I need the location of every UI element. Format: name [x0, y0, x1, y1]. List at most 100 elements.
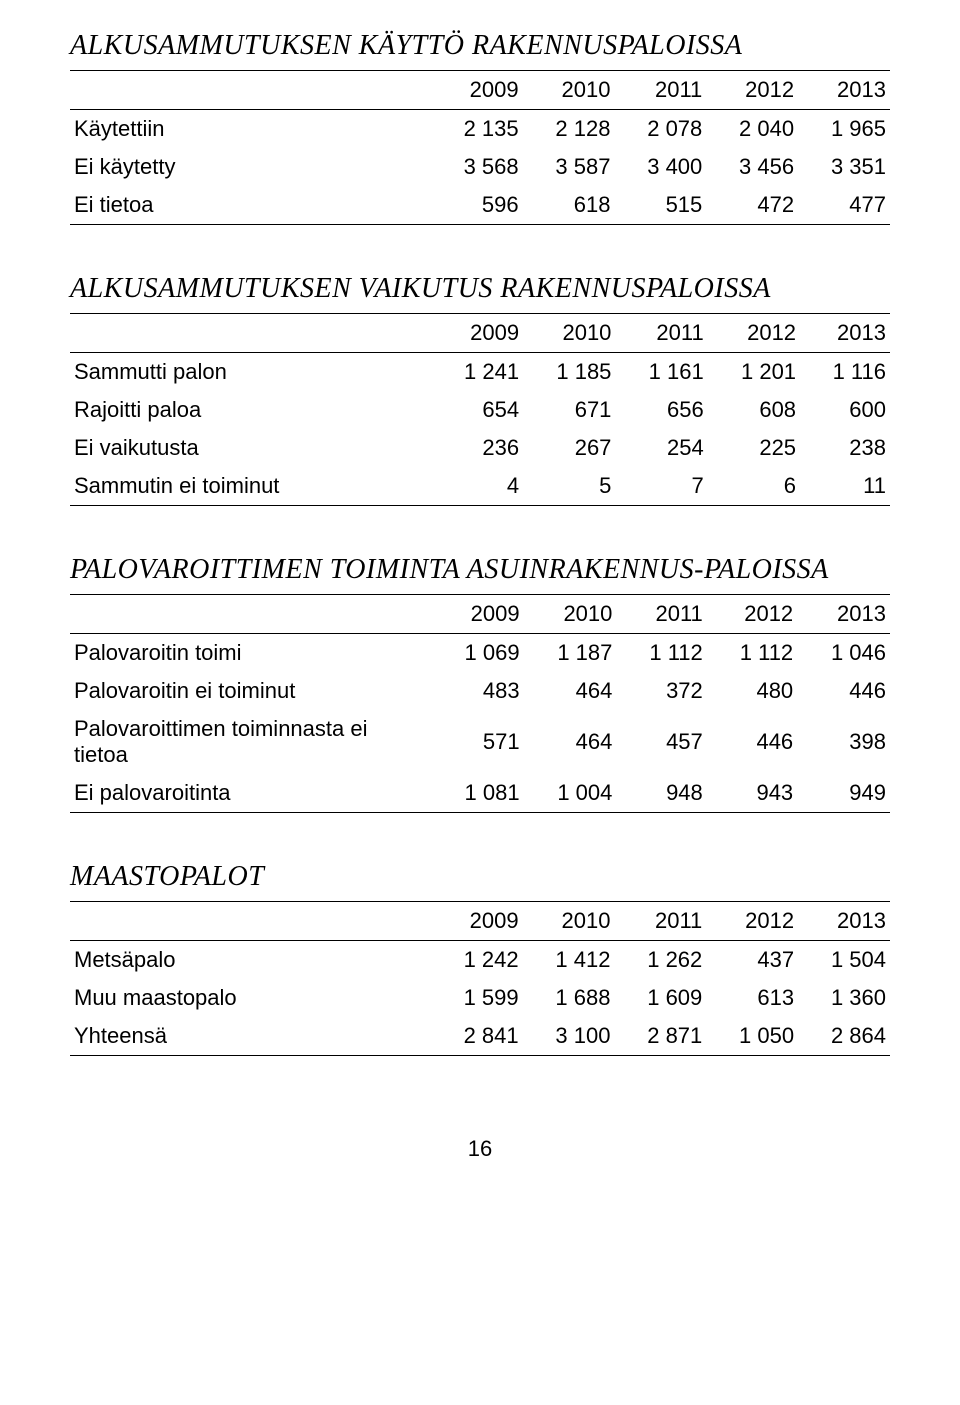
cell-value: 7 [615, 467, 707, 506]
section-heading: ALKUSAMMUTUKSEN KÄYTTÖ RAKENNUSPALOISSA [70, 30, 890, 62]
cell-value: 236 [431, 429, 523, 467]
cell-value: 2 040 [706, 110, 798, 149]
column-header: 2013 [800, 314, 890, 353]
cell-value: 1 241 [431, 353, 523, 392]
cell-value: 1 185 [523, 353, 615, 392]
cell-value: 948 [616, 774, 706, 813]
column-header: 2013 [797, 595, 890, 634]
column-header [70, 71, 431, 110]
page-number: 16 [70, 1136, 890, 1162]
cell-value: 1 262 [614, 941, 706, 980]
cell-value: 1 112 [616, 634, 706, 673]
cell-value: 515 [614, 186, 706, 225]
data-table: 20092010201120122013Sammutti palon1 2411… [70, 313, 890, 506]
cell-value: 11 [800, 467, 890, 506]
table-row: Muu maastopalo1 5991 6881 6096131 360 [70, 979, 890, 1017]
row-label: Rajoitti paloa [70, 391, 431, 429]
cell-value: 457 [616, 710, 706, 774]
page-content: ALKUSAMMUTUKSEN KÄYTTÖ RAKENNUSPALOISSA 2… [70, 30, 890, 1056]
table-row: Ei käytetty3 5683 5873 4003 4563 351 [70, 148, 890, 186]
column-header: 2009 [431, 902, 523, 941]
cell-value: 6 [708, 467, 800, 506]
cell-value: 656 [615, 391, 707, 429]
row-label: Sammutin ei toiminut [70, 467, 431, 506]
column-header [70, 902, 431, 941]
column-header: 2013 [798, 71, 890, 110]
section-heading: MAASTOPALOT [70, 861, 890, 893]
cell-value: 571 [431, 710, 524, 774]
table-row: Palovaroitin ei toiminut483464372480446 [70, 672, 890, 710]
column-header: 2010 [524, 595, 617, 634]
column-header: 2012 [706, 902, 798, 941]
column-header: 2011 [614, 71, 706, 110]
cell-value: 671 [523, 391, 615, 429]
table-row: Sammutti palon1 2411 1851 1611 2011 116 [70, 353, 890, 392]
column-header: 2012 [707, 595, 797, 634]
cell-value: 1 046 [797, 634, 890, 673]
cell-value: 3 351 [798, 148, 890, 186]
column-header: 2010 [523, 902, 615, 941]
cell-value: 1 360 [798, 979, 890, 1017]
column-header: 2013 [798, 902, 890, 941]
row-label: Ei tietoa [70, 186, 431, 225]
column-header: 2010 [523, 71, 615, 110]
column-header: 2011 [616, 595, 706, 634]
cell-value: 480 [707, 672, 797, 710]
cell-value: 1 242 [431, 941, 523, 980]
table-row: Palovaroittimen toiminnasta ei tietoa571… [70, 710, 890, 774]
row-label: Muu maastopalo [70, 979, 431, 1017]
cell-value: 483 [431, 672, 524, 710]
row-label: Ei palovaroitinta [70, 774, 431, 813]
cell-value: 464 [524, 710, 617, 774]
row-label: Metsäpalo [70, 941, 431, 980]
cell-value: 943 [707, 774, 797, 813]
cell-value: 2 135 [431, 110, 523, 149]
cell-value: 3 587 [523, 148, 615, 186]
cell-value: 372 [616, 672, 706, 710]
cell-value: 1 161 [615, 353, 707, 392]
cell-value: 596 [431, 186, 523, 225]
cell-value: 1 112 [707, 634, 797, 673]
table-row: Ei palovaroitinta1 0811 004948943949 [70, 774, 890, 813]
column-header: 2011 [614, 902, 706, 941]
column-header: 2010 [523, 314, 615, 353]
cell-value: 3 568 [431, 148, 523, 186]
cell-value: 1 004 [524, 774, 617, 813]
cell-value: 1 201 [708, 353, 800, 392]
row-label: Palovaroitin toimi [70, 634, 431, 673]
table-row: Yhteensä2 8413 1002 8711 0502 864 [70, 1017, 890, 1056]
cell-value: 2 864 [798, 1017, 890, 1056]
cell-value: 464 [524, 672, 617, 710]
cell-value: 949 [797, 774, 890, 813]
cell-value: 398 [797, 710, 890, 774]
section: PALOVAROITTIMEN TOIMINTA ASUINRAKENNUS-P… [70, 554, 890, 813]
data-table: 20092010201120122013Palovaroitin toimi1 … [70, 594, 890, 813]
cell-value: 472 [706, 186, 798, 225]
cell-value: 446 [797, 672, 890, 710]
row-label: Palovaroittimen toiminnasta ei tietoa [70, 710, 431, 774]
section-heading: ALKUSAMMUTUKSEN VAIKUTUS RAKENNUSPALOISS… [70, 273, 890, 305]
row-label: Sammutti palon [70, 353, 431, 392]
cell-value: 1 688 [523, 979, 615, 1017]
cell-value: 5 [523, 467, 615, 506]
row-label: Palovaroitin ei toiminut [70, 672, 431, 710]
cell-value: 1 504 [798, 941, 890, 980]
table-row: Ei vaikutusta236267254225238 [70, 429, 890, 467]
cell-value: 254 [615, 429, 707, 467]
table-row: Palovaroitin toimi1 0691 1871 1121 1121 … [70, 634, 890, 673]
table-row: Rajoitti paloa654671656608600 [70, 391, 890, 429]
section: ALKUSAMMUTUKSEN VAIKUTUS RAKENNUSPALOISS… [70, 273, 890, 506]
column-header: 2009 [431, 314, 523, 353]
cell-value: 1 050 [706, 1017, 798, 1056]
column-header: 2012 [708, 314, 800, 353]
cell-value: 267 [523, 429, 615, 467]
cell-value: 446 [707, 710, 797, 774]
cell-value: 600 [800, 391, 890, 429]
cell-value: 2 871 [614, 1017, 706, 1056]
row-label: Käytettiin [70, 110, 431, 149]
cell-value: 3 100 [523, 1017, 615, 1056]
column-header [70, 595, 431, 634]
row-label: Ei vaikutusta [70, 429, 431, 467]
column-header [70, 314, 431, 353]
cell-value: 238 [800, 429, 890, 467]
